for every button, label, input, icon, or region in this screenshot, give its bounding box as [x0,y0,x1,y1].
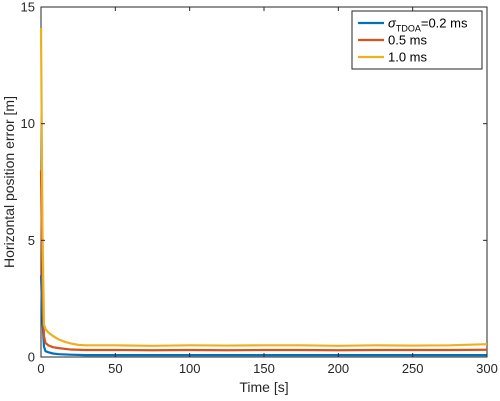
x-tick-label: 0 [37,361,44,376]
y-tick-label: 5 [28,233,35,248]
x-axis-label: Time [s] [239,379,288,395]
x-tick-label: 300 [476,361,498,376]
x-axis: 0 50 100 150 200 250 300 [37,7,498,376]
legend: σTDOA=0.2 ms0.5 ms1.0 ms [351,10,483,70]
y-axis-label: Horizontal position error [m] [1,96,17,268]
series-line-1 [39,275,487,357]
x-tick-label: 50 [108,361,122,376]
series-group [39,27,488,357]
x-tick-label: 250 [402,361,424,376]
y-tick-label: 10 [21,116,35,131]
x-tick-label: 200 [327,361,349,376]
series-line-2 [39,170,488,352]
legend-label-2: 0.5 ms [388,33,428,48]
series-line-3 [39,27,488,347]
y-tick-label: 0 [28,350,35,365]
legend-entries: σTDOA=0.2 ms0.5 ms1.0 ms [358,16,468,65]
legend-sigma: σ [388,16,397,31]
legend-box [351,10,483,70]
legend-value: =0.2 ms [421,16,468,31]
x-tick-label: 150 [253,361,275,376]
legend-subscript: TDOA [396,24,421,34]
legend-label-3: 1.0 ms [388,50,428,65]
x-tick-label: 100 [179,361,201,376]
y-axis: 0 5 10 15 [21,0,487,365]
legend-label-1: σTDOA=0.2 ms [388,16,468,34]
y-tick-label: 15 [21,0,35,15]
